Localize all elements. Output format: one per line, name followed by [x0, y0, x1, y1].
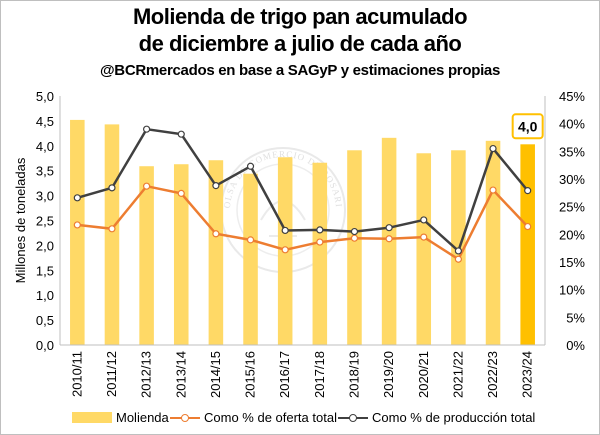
- y-tick-label: 3,0: [36, 189, 54, 204]
- point-oferta: [108, 225, 116, 233]
- y2-tick-label: 0%: [566, 338, 585, 353]
- annotation-box: [511, 113, 544, 140]
- annotation-label: 4,0: [518, 118, 538, 134]
- point-produccion: [108, 184, 116, 192]
- point-oferta: [281, 246, 289, 254]
- y2-tick-label: 5%: [566, 310, 585, 325]
- x-tick-label: 2021/22: [450, 351, 465, 398]
- y-tick-label: 1,0: [36, 288, 54, 303]
- y2-tick-label: 40%: [559, 117, 585, 132]
- point-oferta: [177, 189, 185, 197]
- x-tick-label: 2013/14: [173, 351, 188, 398]
- bar-molienda: [208, 160, 224, 345]
- legend-item-oferta: Como % de oferta total: [170, 410, 337, 425]
- y-tick-label: 4,5: [36, 114, 54, 129]
- y2-tick-label: 15%: [559, 255, 585, 270]
- x-tick-label: 2015/16: [243, 351, 258, 398]
- legend-label-molienda: Molienda: [116, 410, 169, 425]
- point-oferta: [212, 230, 220, 238]
- bar-molienda: [520, 144, 535, 345]
- y2-tick-label: 10%: [559, 283, 585, 298]
- line-produccion: [76, 127, 529, 254]
- point-oferta: [73, 221, 81, 229]
- legend-swatch-oferta: [170, 412, 200, 424]
- point-produccion: [385, 224, 393, 232]
- x-tick-label: 2012/13: [139, 351, 154, 398]
- bar-molienda: [347, 150, 362, 345]
- x-tick-label: 2010/11: [69, 351, 84, 397]
- point-produccion: [489, 144, 497, 153]
- x-tick-label: 2019/20: [381, 351, 396, 398]
- point-produccion: [420, 216, 428, 224]
- chart-title-line-1: Molienda de trigo pan acumulado: [132, 4, 468, 29]
- x-tick-label: 2022/23: [485, 351, 500, 398]
- x-tick-label: 2016/17: [277, 351, 292, 398]
- point-produccion: [177, 130, 185, 138]
- legend-label-oferta: Como % de oferta total: [204, 410, 337, 425]
- y-axis-title: Millones de toneladas: [13, 157, 28, 283]
- point-oferta: [454, 255, 462, 263]
- y2-tick-label: 35%: [559, 144, 585, 159]
- point-produccion: [316, 226, 324, 234]
- legend-item-produccion: Como % de producción total: [338, 410, 535, 425]
- legend-swatch-produccion: [338, 412, 368, 424]
- bar-molienda: [485, 140, 501, 345]
- chart-legend: Molienda Como % de oferta total Como % d…: [0, 410, 600, 430]
- bar-molienda: [416, 153, 432, 345]
- chart-subtitle: @BCRmercados en base a SAGyP y estimacio…: [99, 62, 501, 79]
- point-oferta: [246, 236, 255, 244]
- point-oferta: [350, 234, 359, 242]
- x-tick-label: 2011/12: [104, 351, 119, 397]
- y2-tick-label: 20%: [559, 227, 585, 242]
- legend-label-produccion: Como % de producción total: [372, 410, 536, 425]
- bar-molienda: [173, 164, 189, 345]
- point-oferta: [316, 238, 324, 246]
- y-tick-label: 2,0: [36, 238, 54, 253]
- point-produccion: [73, 194, 81, 202]
- legend-item-molienda: Molienda: [72, 410, 169, 425]
- point-oferta: [385, 235, 393, 243]
- y2-tick-label: 45%: [559, 89, 585, 104]
- point-produccion: [143, 125, 151, 133]
- x-tick-label: 2020/21: [416, 351, 431, 398]
- y2-tick-label: 30%: [559, 172, 585, 187]
- y-tick-label: 2,5: [36, 214, 54, 229]
- point-produccion: [454, 247, 462, 255]
- bar-molienda: [243, 173, 258, 345]
- x-tick-label: 2017/18: [312, 351, 327, 398]
- y-tick-label: 0,5: [36, 313, 54, 328]
- point-oferta: [489, 186, 497, 194]
- x-tick-label: 2018/19: [346, 351, 361, 398]
- bar-molienda: [70, 119, 85, 346]
- chart-title-line-2: de diciembre a julio de cada año: [138, 31, 462, 56]
- line-oferta: [77, 184, 529, 262]
- y2-tick-label: 25%: [559, 200, 585, 215]
- bar-molienda: [104, 124, 120, 345]
- y-tick-label: 5,0: [36, 89, 54, 104]
- y-tick-label: 4,0: [36, 139, 54, 154]
- point-oferta: [420, 233, 428, 241]
- point-produccion: [350, 227, 359, 236]
- x-tick-label: 2023/24: [520, 351, 535, 398]
- point-produccion: [212, 182, 220, 190]
- point-produccion: [524, 187, 532, 195]
- point-produccion: [246, 162, 255, 170]
- y-tick-label: 0,0: [36, 338, 54, 353]
- legend-swatch-molienda: [72, 412, 112, 423]
- y-tick-label: 1,5: [36, 263, 54, 278]
- point-oferta: [143, 182, 151, 190]
- bar-molienda: [139, 166, 154, 345]
- bar-molienda: [312, 162, 328, 345]
- y-tick-label: 3,5: [36, 164, 54, 179]
- x-tick-label: 2014/15: [208, 351, 223, 398]
- point-oferta: [524, 222, 532, 231]
- point-produccion: [281, 226, 289, 235]
